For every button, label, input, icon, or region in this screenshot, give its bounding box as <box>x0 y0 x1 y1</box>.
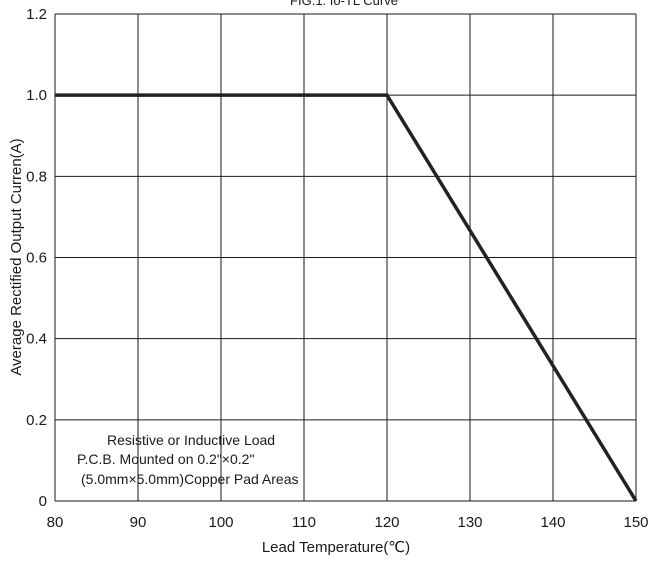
series-layer <box>55 93 638 502</box>
y-tick-label-0-2: 0.2 <box>26 412 47 429</box>
y-axis-title: Average Rectified Output Curren(A) <box>8 138 25 375</box>
x-axis-title: Lead Temperature(℃) <box>262 539 410 556</box>
x-tick-label-80: 80 <box>47 514 64 531</box>
tick-label-layer: 80 90 100 110 120 130 140 150 0 0.2 0.4 0.6 0.8 1.0 1.… <box>26 6 648 531</box>
x-tick-label-90: 90 <box>130 514 147 531</box>
note-line-pcb-mount: P.C.B. Mounted on 0.2"×0.2" <box>77 451 254 467</box>
x-tick-label-100: 100 <box>208 514 233 531</box>
y-tick-label-0-6: 0.6 <box>26 250 47 267</box>
chart-title: FIG.1: Io-TL Curve <box>290 0 398 8</box>
note-line-load-type: Resistive or Inductive Load <box>107 432 275 448</box>
x-tick-label-150: 150 <box>623 514 648 531</box>
grid-layer <box>54 13 637 502</box>
note-line-pad-area: (5.0mm×5.0mm)Copper Pad Areas <box>81 471 298 487</box>
y-tick-label-0: 0 <box>39 493 47 510</box>
x-tick-label-130: 130 <box>457 514 482 531</box>
y-tick-label-1: 1.0 <box>26 87 47 104</box>
x-tick-label-120: 120 <box>374 514 399 531</box>
x-tick-label-110: 110 <box>292 514 316 531</box>
y-tick-label-0-4: 0.4 <box>26 331 47 348</box>
y-tick-label-1-2: 1.2 <box>26 6 47 23</box>
derating-curve-0 <box>55 93 638 502</box>
x-tick-label-140: 140 <box>540 514 565 531</box>
y-tick-label-0-8: 0.8 <box>26 168 47 185</box>
chart-note: Resistive or Inductive Load P.C.B. Mount… <box>77 432 298 487</box>
